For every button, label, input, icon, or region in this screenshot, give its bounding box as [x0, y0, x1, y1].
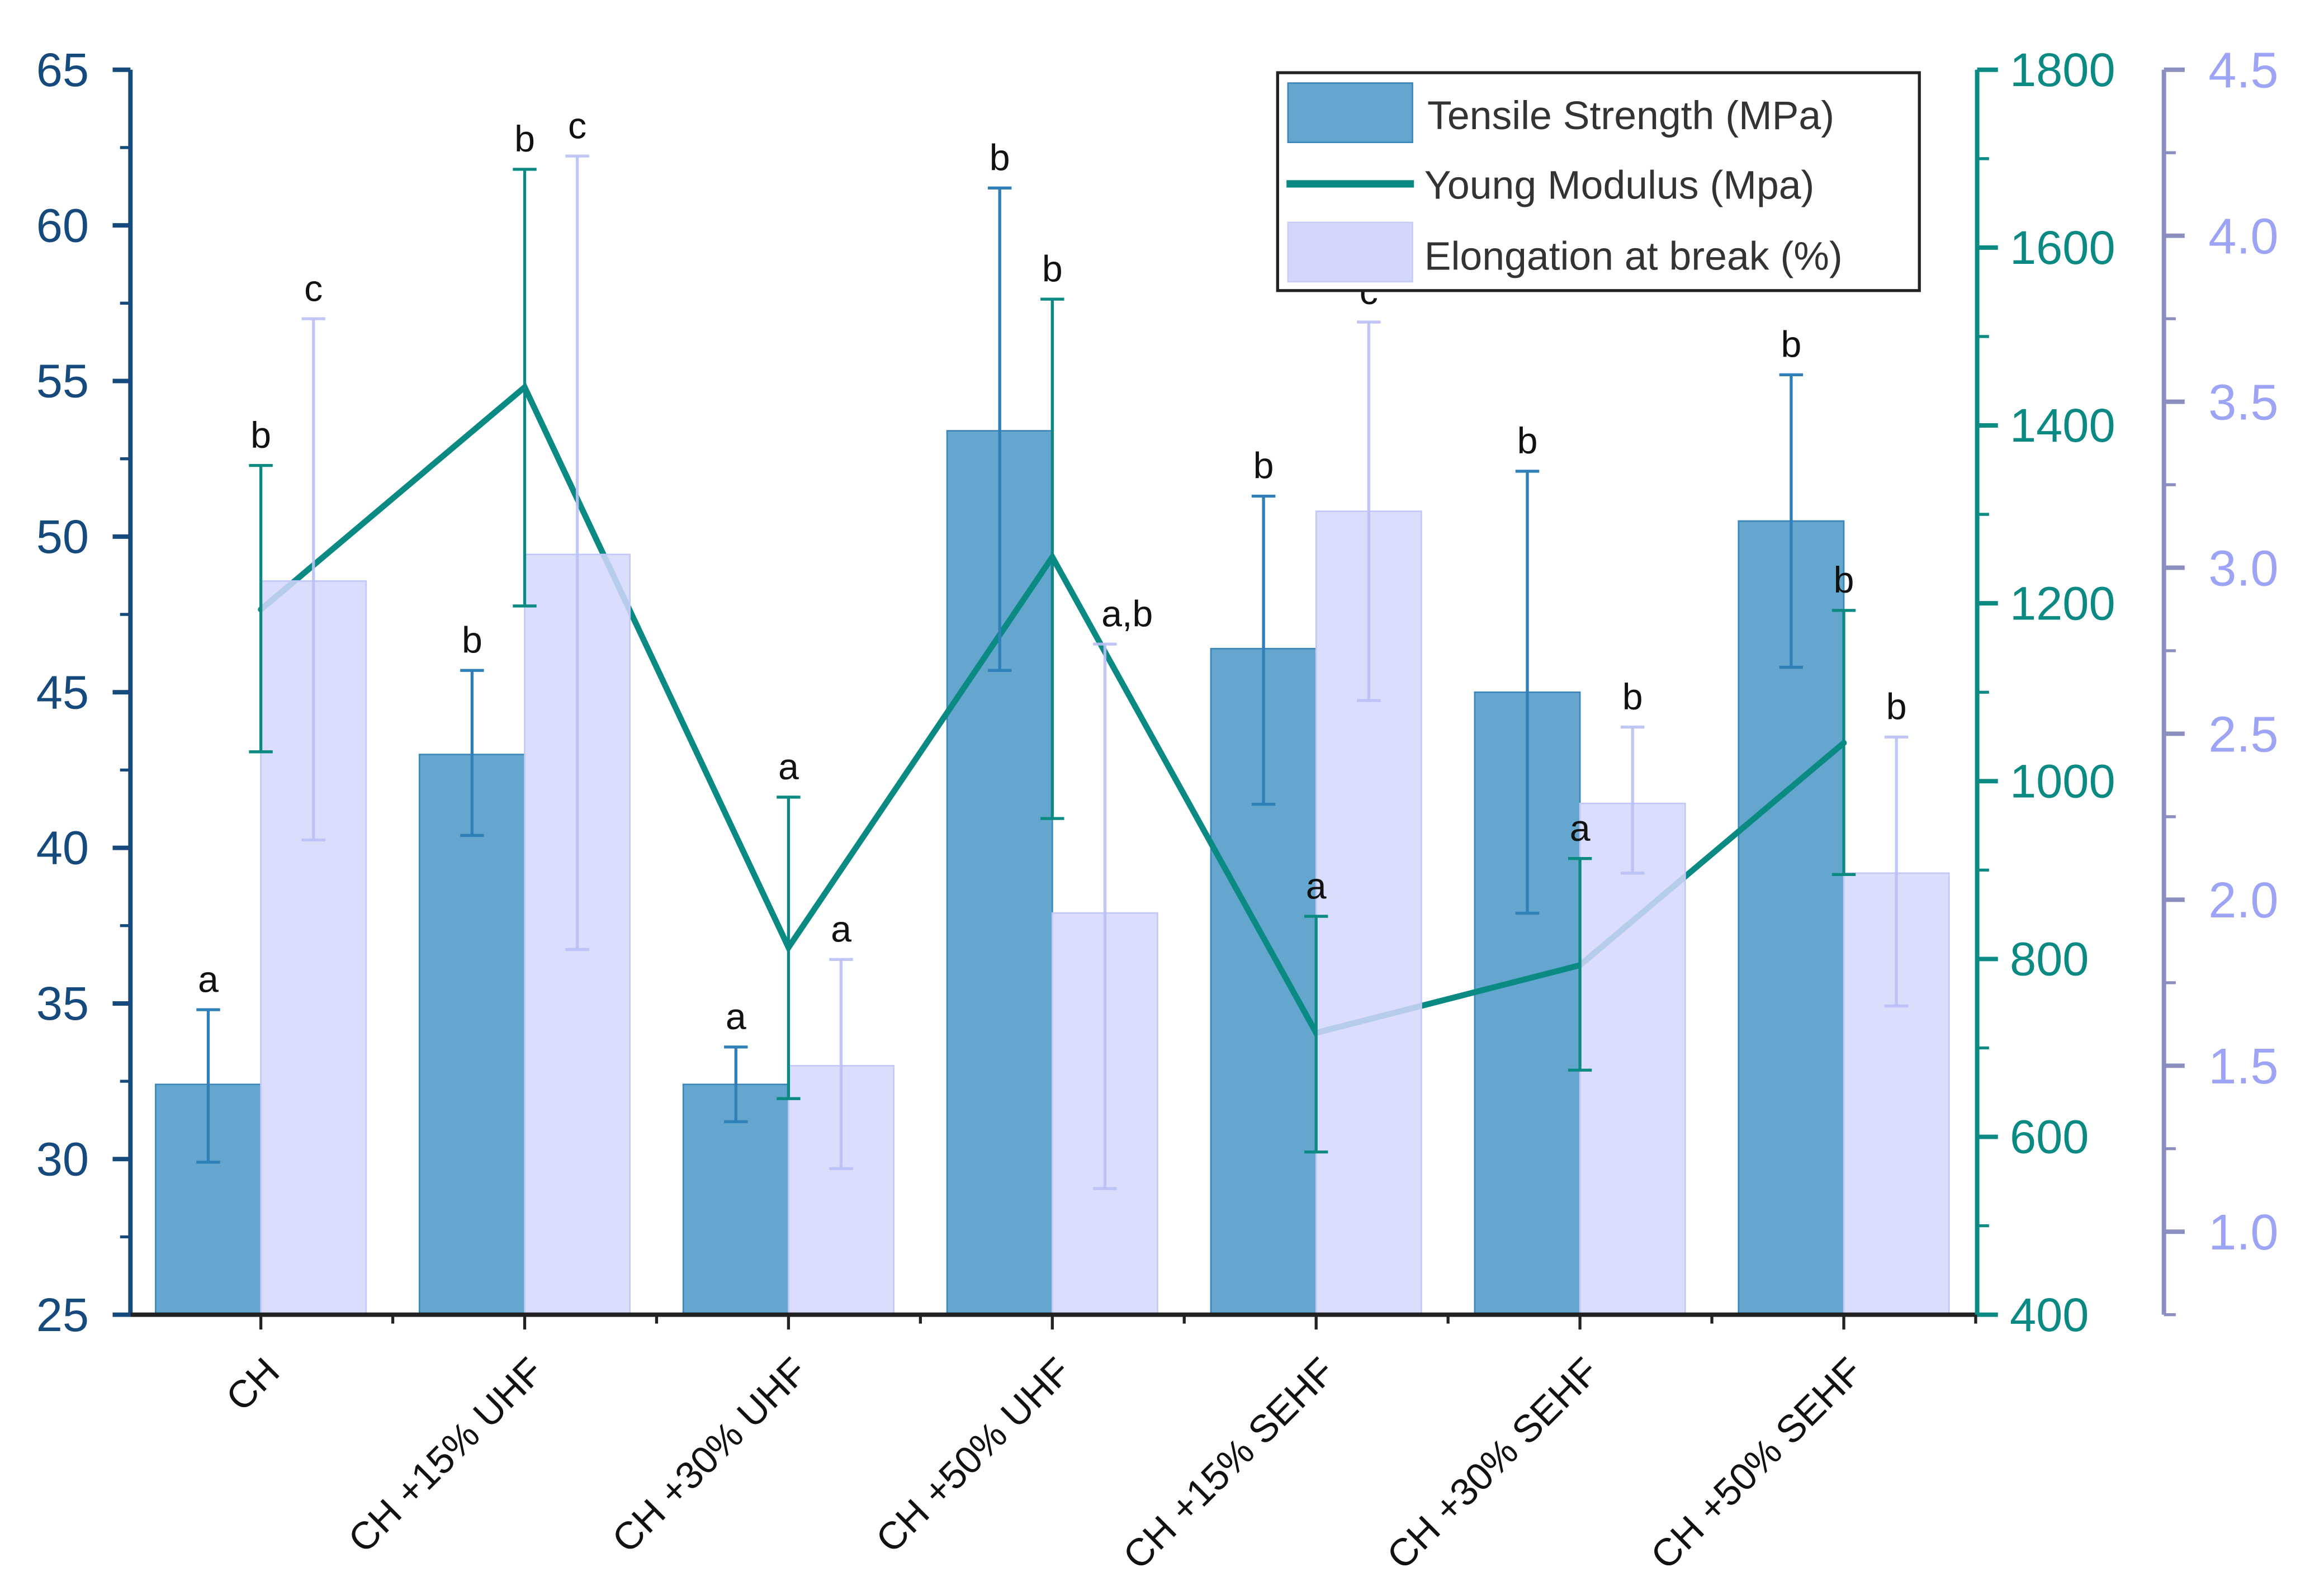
- axes: 25 30 35 40 45 50 55 60 65 400 600 800 1000 1200 1400 1…: [36, 42, 2279, 1578]
- left-tick-label-5: 50: [36, 510, 89, 563]
- elongation-tick-label-7: 4.5: [2208, 42, 2278, 99]
- left-tick-label-0: 25: [36, 1288, 89, 1341]
- x-tick-label-3: CH +50% UHF: [868, 1350, 1079, 1561]
- young-tick-label-7: 1800: [2010, 43, 2115, 96]
- elongation-letter-3: a,b: [1101, 593, 1153, 635]
- elongation-tick-label-0: 1.0: [2208, 1204, 2278, 1261]
- tensile-letter-6: b: [1781, 324, 1801, 366]
- elongation-tick-label-6: 4.0: [2208, 208, 2278, 264]
- tensile-letter-1: b: [462, 619, 482, 661]
- elongation-tick-label-1: 1.5: [2208, 1038, 2278, 1095]
- tensile-letter-0: a: [198, 959, 219, 1000]
- legend: Tensile Strength (MPa) Young Modulus (Mp…: [1276, 71, 1921, 292]
- left-tick-label-3: 40: [36, 821, 89, 874]
- tensile-letter-2: a: [726, 996, 746, 1038]
- elongation-bar-5: [1579, 802, 1686, 1316]
- legend-label-elongation: Elongation at break (%): [1424, 234, 1843, 279]
- elongation-letter-6: b: [1886, 687, 1907, 728]
- left-tick-label-8: 65: [36, 43, 89, 96]
- x-tick-label-1: CH +15% UHF: [340, 1350, 551, 1561]
- young-tick-label-4: 1200: [2010, 576, 2115, 629]
- tensile-bar-1: [418, 754, 526, 1316]
- x-tick-label-4: CH +15% SEHF: [1115, 1350, 1343, 1578]
- x-tick-label-0: CH: [217, 1350, 287, 1419]
- elongation-letter-1: c: [568, 105, 586, 146]
- young-letter-2: a: [778, 746, 799, 788]
- young-letter-5: a: [1570, 808, 1591, 849]
- elongation-tick-label-5: 3.5: [2208, 374, 2278, 430]
- young-tick-label-0: 400: [2010, 1288, 2089, 1341]
- young-letter-3: b: [1042, 248, 1063, 290]
- young-tick-label-2: 800: [2010, 932, 2089, 986]
- error-bars: [196, 154, 1909, 1190]
- elongation-tick-label-4: 3.0: [2208, 540, 2278, 596]
- x-tick-label-2: CH +30% UHF: [604, 1350, 815, 1561]
- x-tick-label-6: CH +50% SEHF: [1643, 1350, 1871, 1578]
- elongation-tick-label-3: 2.5: [2208, 706, 2278, 763]
- elongation-tick-label-2: 2.0: [2208, 872, 2278, 929]
- legend-swatch-elongation: [1287, 221, 1413, 283]
- x-tick-label-5: CH +30% SEHF: [1379, 1350, 1607, 1578]
- young-tick-label-3: 1000: [2010, 754, 2115, 807]
- left-tick-label-1: 30: [36, 1132, 89, 1185]
- young-tick-label-5: 1400: [2010, 399, 2115, 452]
- left-tick-label-4: 45: [36, 665, 89, 718]
- young-letter-4: a: [1306, 865, 1327, 907]
- elongation-letter-0: c: [304, 268, 323, 309]
- young-tick-label-1: 600: [2010, 1110, 2089, 1163]
- left-tick-label-7: 60: [36, 198, 89, 252]
- elongation-letter-2: a: [831, 908, 851, 950]
- tensile-letter-3: b: [990, 137, 1010, 178]
- legend-label-young: Young Modulus (Mpa): [1424, 163, 1815, 207]
- young-letter-0: b: [250, 415, 271, 456]
- left-tick-label-2: 35: [36, 977, 89, 1030]
- elongation-letter-5: b: [1622, 676, 1643, 718]
- legend-swatch-tensile: [1287, 82, 1413, 143]
- young-letter-6: b: [1834, 560, 1854, 601]
- tensile-letter-5: b: [1517, 420, 1538, 462]
- tensile-letter-4: b: [1253, 446, 1274, 487]
- legend-label-tensile: Tensile Strength (MPa): [1427, 93, 1834, 138]
- young-letter-1: b: [514, 119, 535, 160]
- left-tick-label-6: 55: [36, 354, 89, 408]
- young-tick-label-6: 1600: [2010, 221, 2115, 274]
